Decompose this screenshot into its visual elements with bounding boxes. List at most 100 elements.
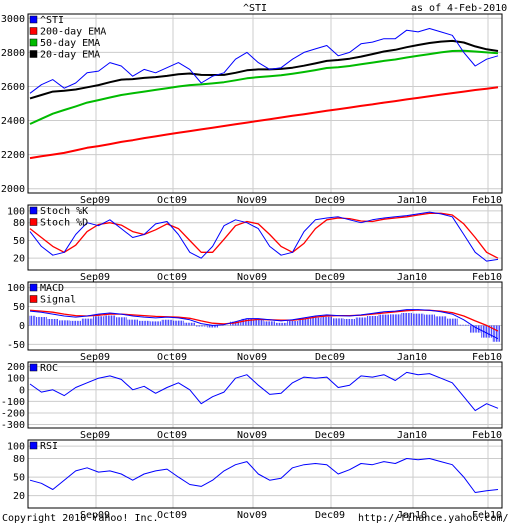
y-tick-label: 20 (13, 491, 25, 502)
y-tick-label: 50 (13, 302, 25, 313)
y-tick-label: 0 (19, 385, 25, 396)
legend-label: Stoch %D (40, 218, 88, 229)
y-tick-label: -50 (7, 340, 25, 351)
legend-swatch (29, 218, 38, 226)
series-line-stoch-d (29, 212, 499, 259)
legend-label: 200-day EMA (40, 27, 106, 38)
x-tick-label: Feb10 (472, 272, 502, 283)
legend-swatch (29, 206, 38, 215)
panel-frame (27, 361, 503, 429)
series-line--sti (29, 28, 499, 94)
legend-label: Signal (40, 295, 76, 306)
panel-frame (27, 281, 503, 351)
x-tick-label: Sep09 (80, 352, 110, 363)
x-tick-label: Feb10 (472, 510, 502, 521)
series-line-stoch-k (29, 211, 499, 262)
y-tick-label: 50 (13, 236, 25, 247)
legend-swatch (29, 38, 38, 47)
series-line-200-day-ema (29, 86, 499, 160)
legend-swatch (29, 27, 38, 35)
x-tick-label: Dec09 (315, 352, 345, 363)
x-tick-label: Jan10 (397, 272, 427, 283)
legend-swatch (29, 295, 38, 303)
x-tick-label: Sep09 (80, 430, 110, 441)
panel-macd: -50 0 50 100 Sep09 Oct09 Nov09 Dec09 Jan10 Feb10 M… (7, 281, 503, 363)
legend-label: Stoch %K (40, 206, 88, 217)
x-tick-label: Dec09 (315, 272, 345, 283)
legend-label: ^STI (40, 15, 64, 26)
x-tick-label: Jan10 (397, 352, 427, 363)
y-tick-label: 2800 (1, 48, 25, 59)
y-tick-label: -100 (1, 397, 25, 408)
x-tick-label: Sep09 (80, 195, 110, 206)
y-tick-label: -200 (1, 408, 25, 419)
legend-label: RSI (40, 441, 58, 452)
y-tick-label: 50 (13, 473, 25, 484)
footer-url: http://finance.yahoo.com/ (358, 513, 509, 524)
legend-swatch (29, 363, 38, 372)
x-tick-label: Nov09 (237, 272, 267, 283)
legend-swatch (29, 50, 38, 58)
series-line-20-day-ema (29, 39, 499, 100)
x-tick-label: Feb10 (472, 352, 502, 363)
x-tick-label: Dec09 (315, 510, 345, 521)
x-tick-label: Dec09 (315, 195, 345, 206)
panel-price: 2000 2200 2400 2600 2800 3000 Sep09 Oct09 Nov09 D… (1, 13, 503, 206)
panel-frame (27, 13, 503, 194)
x-tick-label: Nov09 (237, 352, 267, 363)
x-tick-label: Oct09 (157, 195, 187, 206)
y-tick-label: 2600 (1, 82, 25, 93)
x-tick-label: Nov09 (237, 195, 267, 206)
x-tick-label: Oct09 (157, 272, 187, 283)
y-tick-label: 200 (7, 362, 25, 373)
y-tick-label: 80 (13, 218, 25, 229)
x-tick-label: Dec09 (315, 430, 345, 441)
y-tick-label: 100 (7, 206, 25, 217)
y-tick-label: -300 (1, 420, 25, 431)
y-tick-label: 100 (7, 374, 25, 385)
x-tick-label: Jan10 (397, 510, 427, 521)
y-tick-label: 3000 (1, 14, 25, 25)
header-as-of-label: as of (411, 3, 441, 14)
x-tick-label: Oct09 (157, 430, 187, 441)
legend-label: 20-day EMA (40, 50, 100, 61)
x-tick-label: Oct09 (157, 510, 187, 521)
x-tick-label: Oct09 (157, 352, 187, 363)
legend-label: MACD (40, 283, 64, 294)
header-symbol: ^STI (243, 3, 267, 14)
footer-copyright: Copyright 2010 Yahoo! Inc. (2, 513, 159, 524)
panel-frame (27, 204, 503, 271)
legend-swatch (29, 441, 38, 450)
x-tick-label: Feb10 (472, 195, 502, 206)
panel-frame (27, 439, 503, 509)
x-tick-label: Sep09 (80, 510, 110, 521)
x-tick-label: Jan10 (397, 430, 427, 441)
y-tick-label: 80 (13, 454, 25, 465)
header-as-of-date: 4-Feb-2010 (447, 3, 507, 14)
x-tick-label: Jan10 (397, 195, 427, 206)
x-tick-label: Feb10 (472, 430, 502, 441)
y-tick-label: 2200 (1, 150, 25, 161)
x-tick-label: Sep09 (80, 272, 110, 283)
y-tick-label: 100 (7, 283, 25, 294)
legend-label: 50-day EMA (40, 38, 100, 49)
legend-swatch (29, 283, 38, 292)
y-tick-label: 2400 (1, 116, 25, 127)
series-line-50-day-ema (29, 49, 499, 125)
x-tick-label: Nov09 (237, 430, 267, 441)
y-tick-label: 20 (13, 254, 25, 265)
x-tick-label: Nov09 (237, 510, 267, 521)
series-line-macd (29, 309, 499, 340)
series-line-rsi (29, 458, 499, 493)
legend-swatch (29, 15, 38, 24)
legend-label: ROC (40, 363, 58, 374)
y-tick-label: 100 (7, 442, 25, 453)
y-tick-label: 0 (19, 321, 25, 332)
